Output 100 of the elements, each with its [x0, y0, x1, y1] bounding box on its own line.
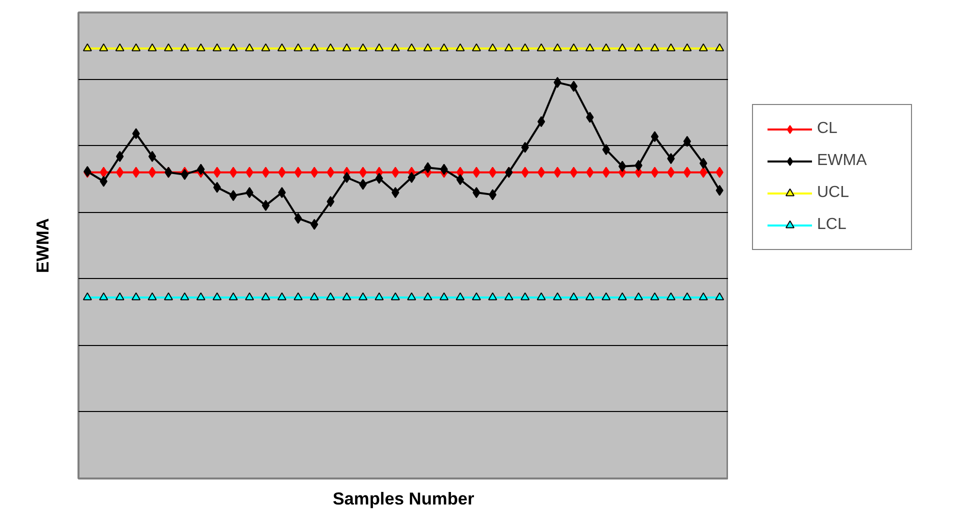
point — [326, 43, 336, 52]
point — [504, 292, 514, 300]
point — [440, 43, 449, 52]
point — [715, 292, 724, 300]
point — [552, 292, 562, 300]
point — [569, 43, 578, 52]
point — [423, 43, 432, 52]
point — [585, 292, 594, 300]
point — [229, 166, 238, 178]
point — [132, 292, 141, 300]
point — [570, 166, 578, 178]
point — [342, 292, 352, 300]
point — [536, 292, 546, 300]
point — [390, 292, 400, 300]
point — [374, 43, 384, 52]
point — [440, 292, 449, 300]
point — [148, 150, 156, 162]
point — [698, 292, 708, 300]
point — [423, 292, 432, 300]
point — [164, 43, 173, 52]
point — [650, 166, 659, 178]
point — [245, 292, 254, 300]
point — [212, 292, 222, 300]
point — [618, 160, 626, 172]
point — [196, 43, 206, 52]
point — [148, 43, 157, 52]
point — [488, 292, 498, 300]
point — [456, 174, 464, 186]
point — [698, 43, 708, 52]
point — [390, 43, 400, 52]
point — [261, 43, 270, 52]
point — [682, 43, 692, 52]
legend-label: EWMA — [817, 152, 868, 170]
point — [650, 292, 660, 300]
legend-label: CL — [817, 120, 838, 138]
point — [132, 43, 141, 52]
point — [310, 292, 319, 300]
point — [148, 292, 157, 300]
point — [569, 292, 578, 300]
y-axis-title: EWMA — [32, 218, 52, 273]
point — [472, 43, 481, 52]
point — [358, 43, 368, 52]
point — [536, 43, 546, 52]
point — [520, 292, 530, 300]
point — [650, 131, 659, 142]
point — [488, 43, 498, 52]
point — [618, 292, 627, 300]
point — [261, 292, 270, 300]
point — [715, 43, 724, 52]
point — [504, 43, 514, 52]
point — [407, 292, 416, 300]
point — [472, 292, 481, 300]
point — [228, 292, 238, 300]
point — [634, 43, 644, 52]
point — [375, 172, 384, 184]
point — [99, 292, 108, 300]
point — [570, 80, 578, 92]
point — [277, 43, 286, 52]
point — [618, 43, 627, 52]
point — [262, 166, 270, 178]
point — [245, 43, 254, 52]
x-axis-title: Samples Number — [332, 488, 475, 508]
point — [537, 166, 546, 178]
point — [277, 292, 286, 300]
point — [164, 292, 173, 300]
point — [196, 292, 206, 300]
point — [310, 43, 319, 52]
point — [148, 166, 156, 178]
point — [212, 43, 222, 52]
point — [456, 43, 465, 52]
point — [115, 292, 124, 300]
point — [115, 43, 124, 52]
point — [602, 292, 611, 300]
legend-label: UCL — [817, 184, 850, 202]
point — [520, 43, 530, 52]
point — [552, 43, 562, 52]
point — [228, 43, 238, 52]
point — [407, 43, 416, 52]
point — [342, 172, 351, 183]
point — [229, 190, 238, 202]
point — [602, 43, 611, 52]
point — [180, 292, 190, 300]
point — [424, 162, 432, 174]
point — [666, 292, 676, 300]
point — [99, 43, 108, 52]
point — [374, 292, 384, 300]
point — [82, 43, 92, 52]
legend-label: LCL — [817, 216, 848, 234]
point — [682, 292, 692, 300]
point — [456, 292, 465, 300]
point — [342, 43, 352, 52]
point — [180, 43, 190, 52]
point — [650, 43, 660, 52]
point — [294, 292, 303, 300]
point — [585, 43, 594, 52]
point — [262, 200, 270, 211]
point — [666, 43, 676, 52]
point — [634, 292, 644, 300]
point — [358, 292, 368, 300]
point — [82, 292, 92, 300]
